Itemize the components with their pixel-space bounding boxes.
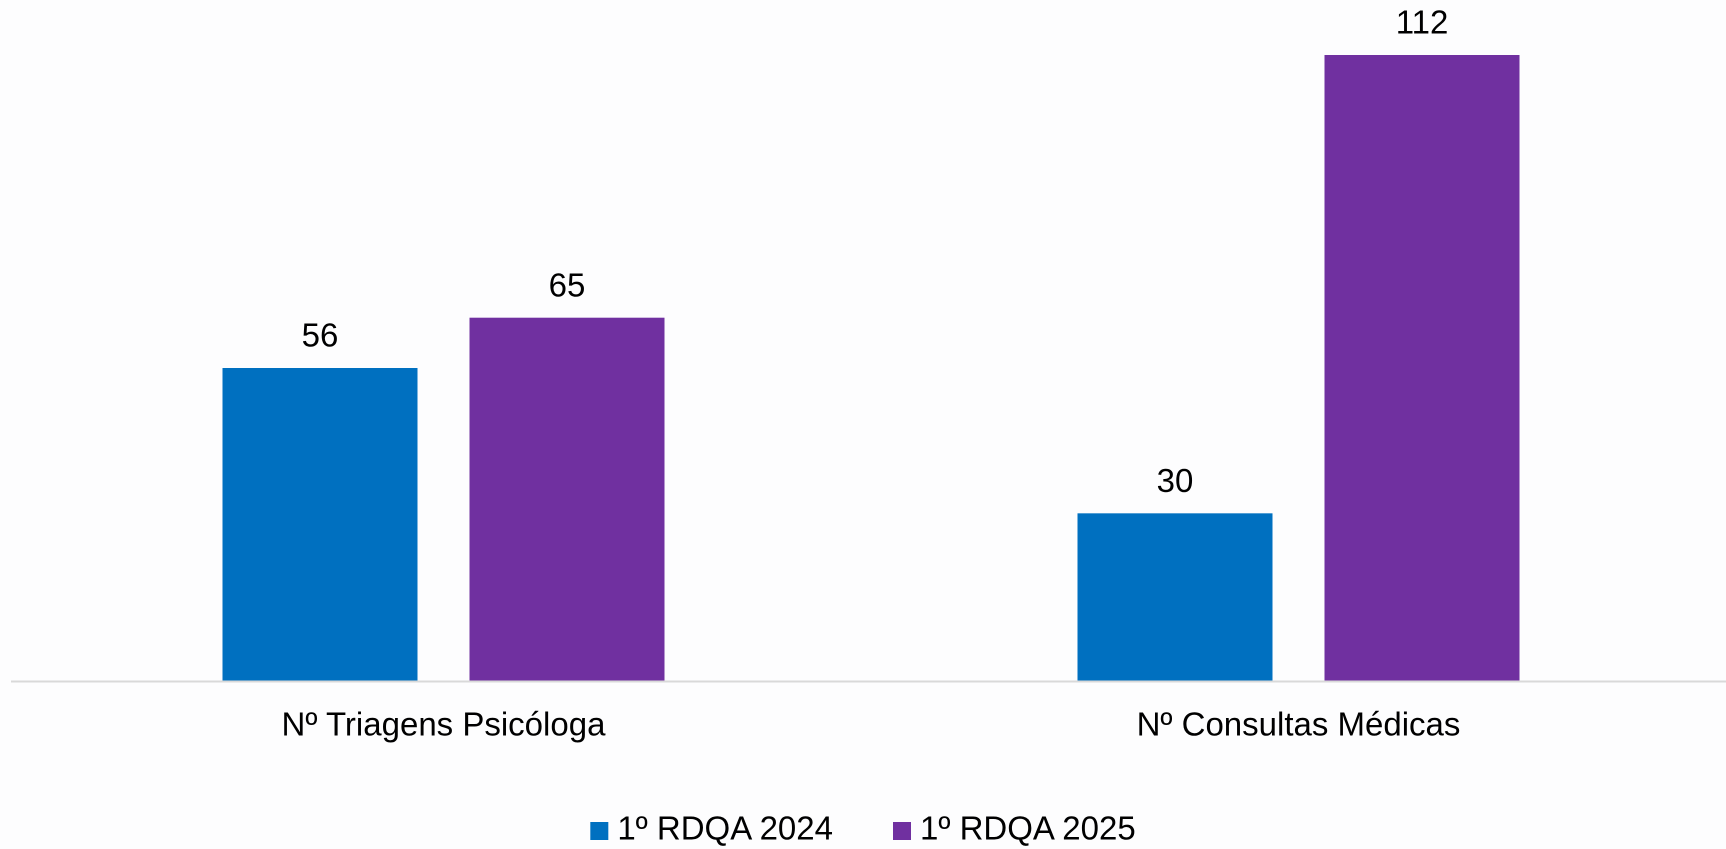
legend-swatch xyxy=(893,822,911,840)
bar xyxy=(469,317,665,681)
x-tick-label: Nº Triagens Psicóloga xyxy=(282,706,607,743)
bar xyxy=(222,368,418,681)
bar xyxy=(1324,55,1520,681)
legend-label: 1º RDQA 2025 xyxy=(920,810,1136,847)
legend-label: 1º RDQA 2024 xyxy=(617,810,833,847)
value-label: 65 xyxy=(549,266,586,303)
legend-swatch xyxy=(590,822,609,840)
value-label: 112 xyxy=(1396,4,1449,41)
value-label: 30 xyxy=(1157,462,1194,499)
bar xyxy=(1077,513,1273,681)
value-label: 56 xyxy=(302,317,339,354)
x-tick-label: Nº Consultas Médicas xyxy=(1137,706,1461,743)
